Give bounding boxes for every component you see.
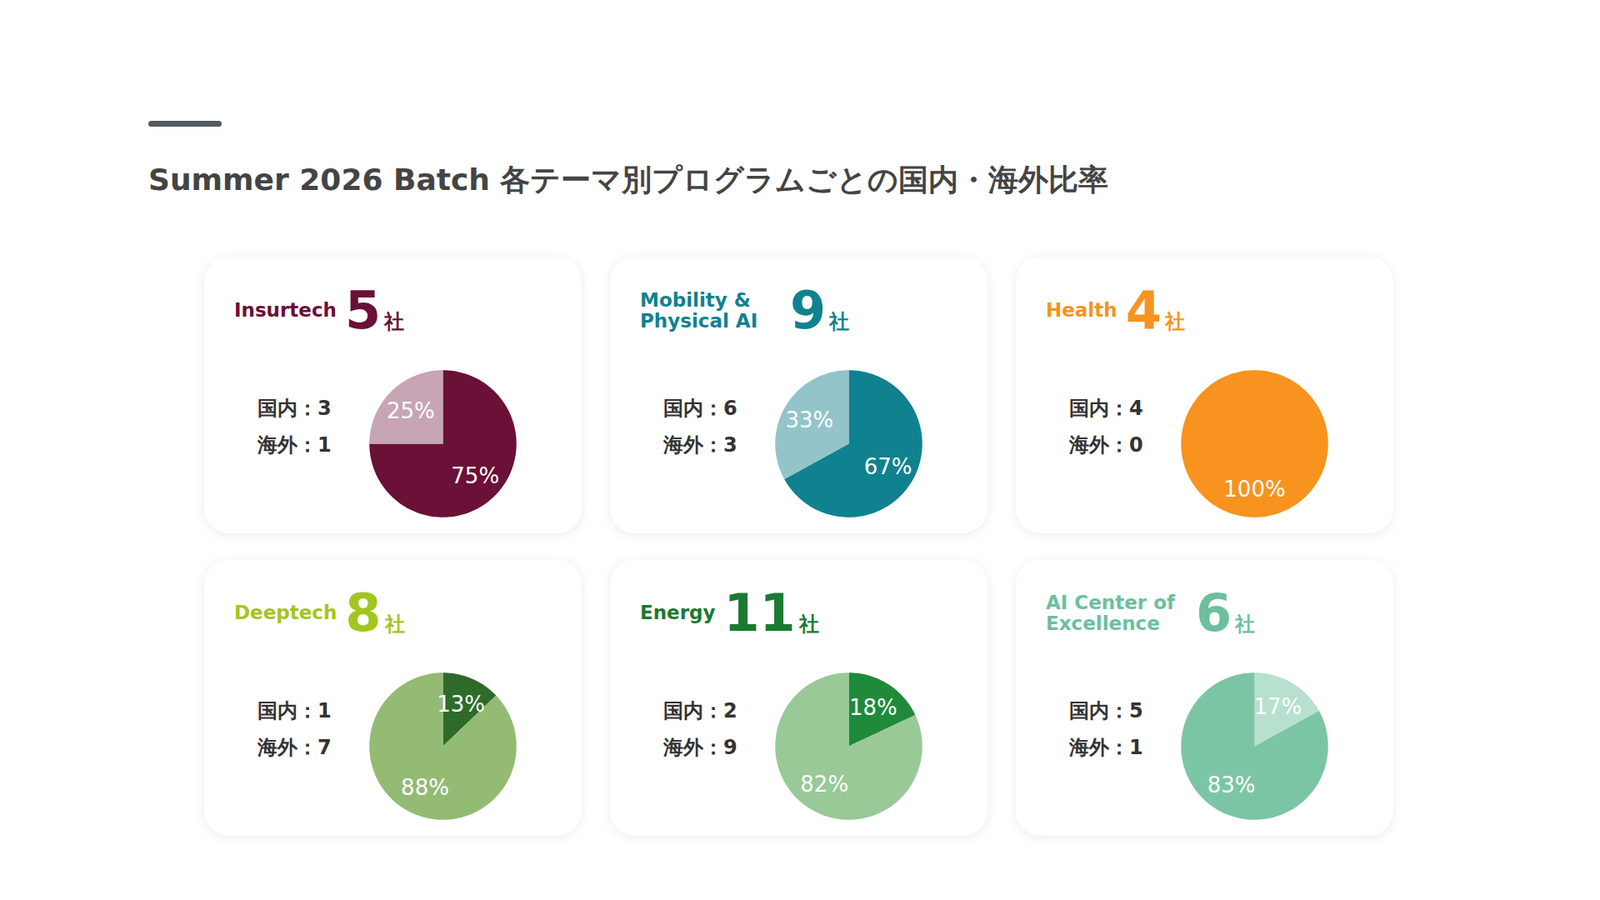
html-text:国内：3: 国内：3	[257, 396, 332, 420]
html-text:Summer 2026 Batch 各テーマ別プログラムごと: Summer 2026 Batch 各テーマ別プログラムごとの国内・海外比率	[148, 162, 1109, 197]
html-text:国内：2: 国内：2	[663, 699, 738, 723]
html-text:Energy: Energy	[640, 601, 716, 624]
html-text:社: 社	[799, 612, 819, 636]
html-text:海外：9: 海外：9	[663, 735, 738, 760]
svg-text:33%: 33%	[785, 407, 835, 433]
html-text:AI Center of Excellence: AI Center of Excellence	[1045, 591, 1175, 635]
html-text:Health: Health	[1045, 299, 1118, 322]
html-text:社: 社	[829, 310, 850, 334]
html-text:Deeptech: Deeptech	[234, 601, 337, 624]
html-text:海外：3: 海外：3	[663, 433, 738, 457]
html-text:社: 社	[1235, 612, 1256, 636]
html-text:Mobility & Physical AI: Mobility & Physical AI	[640, 288, 758, 332]
html-text:9: 9	[790, 280, 826, 341]
svg-text:83%: 83%	[1207, 772, 1256, 798]
svg-text:25%: 25%	[386, 398, 435, 424]
svg-text:18%: 18%	[849, 695, 898, 720]
html-text:6: 6	[1195, 582, 1232, 644]
svg-text:67%: 67%	[864, 454, 913, 480]
html-text:8: 8	[345, 582, 382, 644]
html-text:海外：7: 海外：7	[257, 735, 332, 760]
html-text:国内：4: 国内：4	[1069, 396, 1144, 420]
html-text:社: 社	[1164, 310, 1185, 334]
svg-text:75%: 75%	[450, 463, 500, 489]
html-text:社: 社	[384, 612, 405, 636]
html-text:11: 11	[723, 582, 796, 644]
html-text:海外：1: 海外：1	[257, 433, 332, 457]
svg-text:82%: 82%	[800, 771, 849, 797]
html-text:5: 5	[345, 280, 381, 341]
svg-text:88%: 88%	[400, 775, 450, 800]
html-text:社: 社	[384, 310, 405, 334]
html-text:海外：0: 海外：0	[1069, 433, 1144, 457]
html-text:国内：1: 国内：1	[257, 699, 332, 723]
html-text:海外：1: 海外：1	[1069, 735, 1144, 760]
svg-text:100%: 100%	[1223, 476, 1285, 502]
html-text:国内：6: 国内：6	[663, 396, 738, 420]
svg-text:13%: 13%	[436, 691, 485, 717]
html-text:4: 4	[1125, 280, 1162, 341]
svg-text:17%: 17%	[1253, 694, 1302, 720]
html-text:国内：5: 国内：5	[1069, 699, 1144, 723]
html-text:Insurtech: Insurtech	[234, 299, 337, 322]
